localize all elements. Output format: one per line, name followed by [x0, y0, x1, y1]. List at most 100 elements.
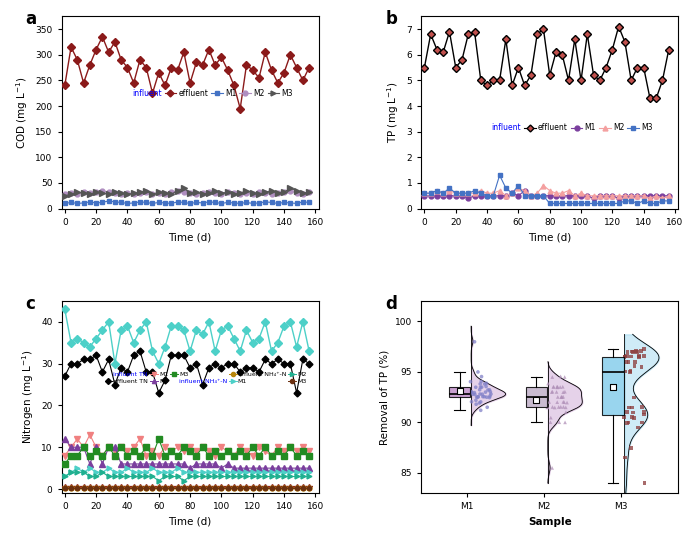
Point [634, 352, 645, 361]
Point [466, 397, 477, 406]
Point [621, 357, 632, 366]
Point [559, 398, 570, 406]
Text: b: b [385, 10, 397, 29]
Point [475, 406, 486, 415]
Point [619, 453, 630, 462]
Point [560, 408, 571, 416]
X-axis label: Time (d): Time (d) [528, 232, 571, 242]
Point [619, 367, 630, 376]
Point [543, 379, 553, 388]
Point [482, 386, 493, 395]
PathPatch shape [525, 387, 547, 407]
X-axis label: Time (d): Time (d) [169, 232, 212, 242]
Point [628, 414, 639, 422]
Point [477, 390, 488, 398]
Point [627, 347, 638, 356]
Point [549, 403, 560, 412]
Point [558, 383, 569, 391]
Point [628, 393, 639, 402]
Point [479, 392, 490, 401]
Point [475, 379, 486, 388]
Y-axis label: TP (mg L$^{-1}$): TP (mg L$^{-1}$) [385, 81, 401, 144]
Y-axis label: Nitrogen (mg L$^{-1}$): Nitrogen (mg L$^{-1}$) [20, 350, 36, 444]
X-axis label: Sample: Sample [528, 517, 571, 527]
Point [621, 352, 632, 360]
Point [629, 362, 640, 371]
Point [627, 413, 638, 422]
Point [479, 379, 490, 388]
Point [473, 392, 484, 401]
Point [484, 392, 495, 401]
Point [475, 377, 486, 386]
Point [623, 403, 634, 412]
Point [466, 388, 477, 396]
Point [531, 396, 542, 404]
Point [556, 403, 566, 411]
Point [551, 398, 562, 406]
Point [548, 383, 559, 391]
Y-axis label: Removal of TP (%): Removal of TP (%) [379, 350, 390, 444]
Point [555, 372, 566, 380]
Point [556, 392, 567, 401]
Point [619, 412, 630, 421]
Legend: influent TN, effluent TN, M1, M2, M3, influent NH₄⁺-N, effluent NH₄⁺-N, M1, M2, : influent TN, effluent TN, M1, M2, M3, in… [102, 369, 309, 386]
Point [474, 385, 485, 394]
Point [482, 393, 493, 402]
Point [545, 414, 556, 422]
Point [471, 400, 482, 409]
Legend: influent, effluent, M1, M2, M3: influent, effluent, M1, M2, M3 [115, 86, 296, 101]
Point [639, 479, 650, 488]
PathPatch shape [449, 387, 471, 397]
Point [558, 392, 569, 401]
X-axis label: Time (d): Time (d) [169, 517, 212, 527]
Point [545, 418, 556, 427]
Point [631, 347, 642, 356]
Point [542, 403, 553, 411]
Point [560, 388, 571, 396]
Point [544, 398, 555, 406]
Point [475, 397, 486, 406]
Point [476, 383, 487, 391]
Point [467, 390, 478, 398]
Point [559, 373, 570, 382]
Point [473, 392, 484, 401]
Point [623, 418, 634, 427]
Point [466, 388, 477, 396]
Point [475, 390, 486, 398]
Legend: influent, effluent, M1, M2, M3: influent, effluent, M1, M2, M3 [475, 120, 656, 136]
Point [562, 398, 573, 407]
Point [547, 373, 558, 382]
Point [480, 388, 491, 396]
Point [625, 367, 636, 376]
Point [548, 383, 559, 391]
Point [552, 392, 563, 401]
Text: c: c [25, 295, 36, 313]
Text: a: a [25, 10, 37, 29]
Point [620, 352, 631, 361]
Point [636, 418, 647, 427]
Point [470, 383, 481, 392]
Point [638, 408, 649, 416]
Point [636, 347, 647, 356]
Point [558, 388, 569, 397]
Point [560, 403, 571, 412]
Point [624, 367, 635, 376]
Point [621, 418, 632, 427]
Point [560, 418, 571, 427]
Point [551, 383, 562, 391]
Point [555, 383, 566, 391]
Point [547, 388, 558, 396]
Point [622, 408, 633, 416]
Point [619, 353, 630, 362]
Point [632, 423, 643, 432]
Point [547, 463, 558, 472]
Point [556, 392, 566, 401]
Point [551, 388, 562, 396]
Point [476, 372, 487, 381]
Point [637, 403, 648, 411]
Point [558, 397, 569, 406]
Point [634, 352, 645, 360]
Point [636, 363, 647, 371]
Point [465, 377, 476, 386]
Point [469, 390, 480, 399]
